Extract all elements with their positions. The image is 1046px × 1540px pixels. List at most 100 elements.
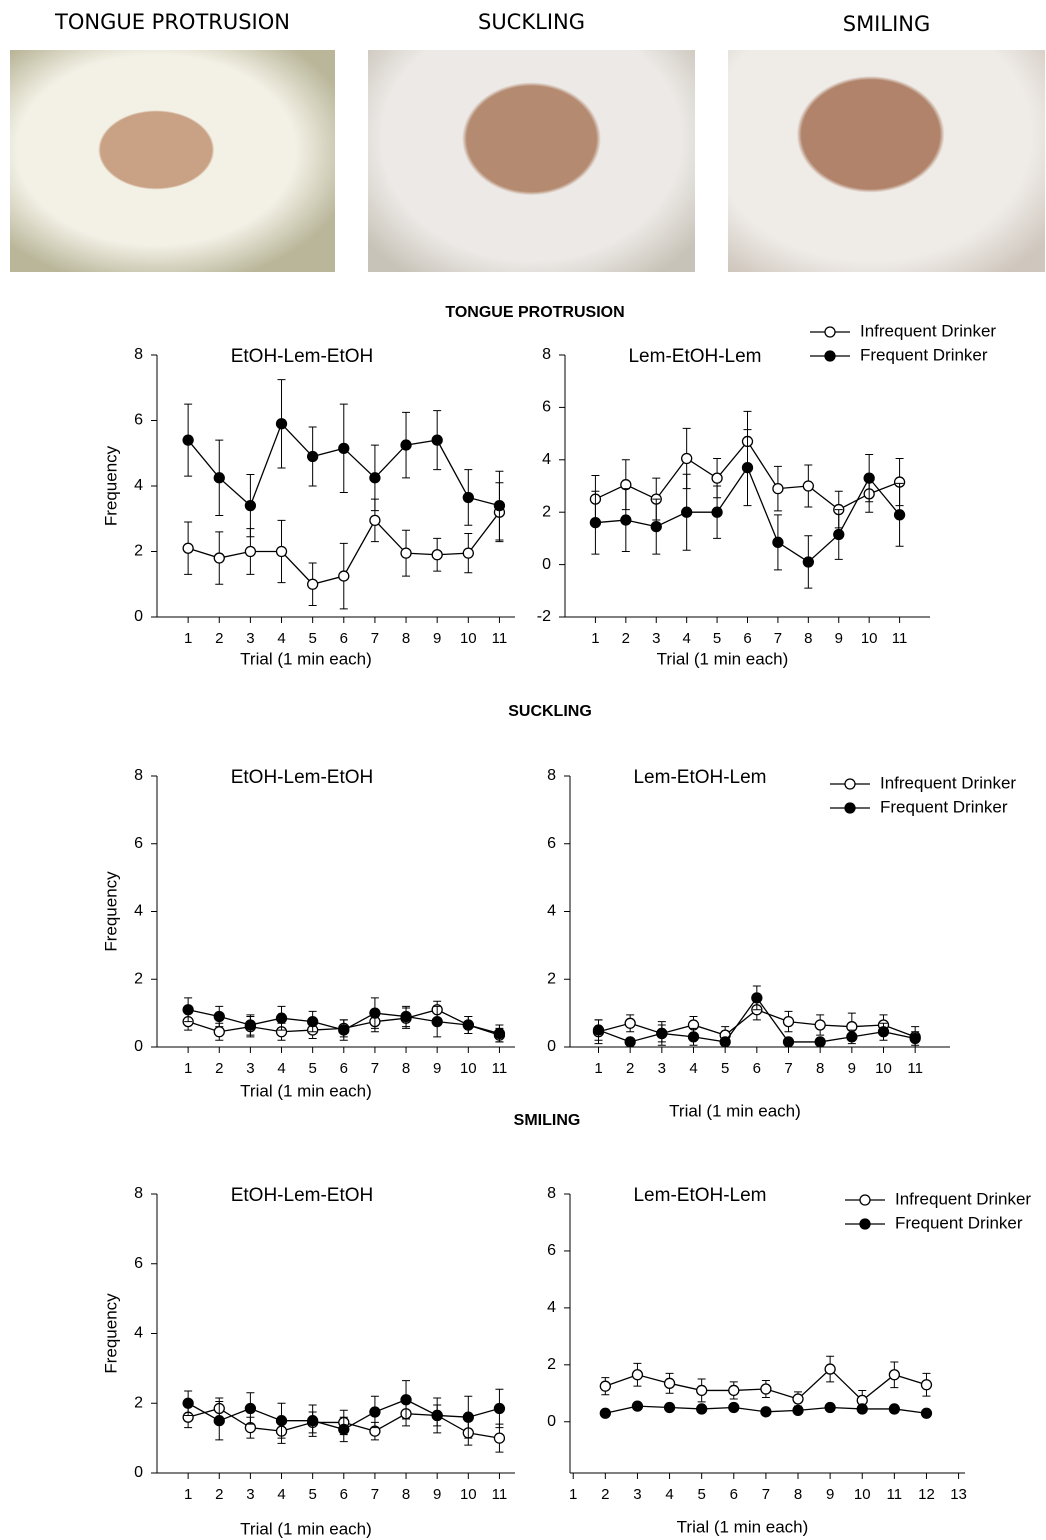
point — [369, 472, 381, 484]
point — [792, 1404, 804, 1417]
x-tick-label: 7 — [371, 1486, 379, 1503]
point — [307, 450, 319, 463]
y-tick-label: 6 — [542, 399, 551, 416]
point — [462, 1411, 474, 1423]
point — [620, 479, 632, 491]
error-bar — [464, 1420, 473, 1446]
error-bar — [246, 1392, 255, 1425]
point — [893, 509, 906, 521]
error-bar — [184, 1390, 193, 1416]
point — [400, 547, 412, 559]
x-tick-label: 1 — [591, 630, 599, 647]
error-bar — [922, 1411, 931, 1416]
error-bar — [277, 1022, 286, 1041]
legend-label: Frequent Drinker — [895, 1213, 1023, 1232]
error-bar — [464, 1016, 473, 1034]
x-tick-label: 1 — [569, 1486, 577, 1503]
error-bar — [370, 997, 379, 1029]
point — [462, 1019, 474, 1031]
point — [589, 517, 602, 529]
error-bar — [402, 1007, 411, 1029]
point — [400, 439, 412, 451]
error-bar — [370, 1010, 379, 1033]
legend-label: Frequent Drinker — [880, 797, 1008, 816]
error-bar — [773, 465, 782, 512]
x-tick-label: 8 — [816, 1060, 824, 1077]
point — [338, 1416, 350, 1429]
x-tick-label: 8 — [804, 630, 812, 647]
point — [493, 499, 506, 512]
error-bar — [879, 1022, 888, 1041]
error-bar — [682, 473, 691, 551]
error-bar — [633, 1362, 642, 1387]
error-bar — [697, 1378, 706, 1403]
point — [624, 1017, 636, 1029]
point — [493, 1027, 506, 1040]
y-tick-label: 2 — [134, 1394, 143, 1411]
error-bar — [804, 464, 813, 508]
error-bar — [495, 470, 504, 541]
point — [656, 1027, 668, 1040]
x-axis-label: Trial (1 min each) — [657, 649, 789, 668]
x-tick-label: 1 — [594, 1060, 602, 1077]
x-tick-label: 5 — [713, 630, 721, 647]
x-tick-label: 5 — [308, 1486, 316, 1503]
point — [307, 578, 319, 590]
point — [620, 514, 632, 526]
error-bar — [495, 1423, 504, 1453]
point — [182, 1397, 194, 1409]
point — [711, 472, 723, 484]
error-bar — [246, 474, 255, 538]
point — [824, 1363, 836, 1375]
x-tick-label: 13 — [950, 1486, 967, 1503]
error-bar — [433, 1404, 442, 1427]
error-bar — [215, 531, 224, 585]
point — [599, 1407, 611, 1419]
point — [182, 1015, 194, 1028]
x-tick-label: 6 — [340, 1486, 348, 1503]
error-bar — [834, 490, 843, 529]
point — [814, 1019, 826, 1031]
x-tick-label: 9 — [848, 1060, 856, 1077]
x-tick-label: 10 — [460, 1486, 477, 1503]
legend-marker — [824, 350, 836, 362]
point — [589, 493, 602, 505]
y-tick-label: 4 — [547, 903, 556, 920]
point — [400, 1394, 412, 1406]
y-tick-label: 4 — [134, 1325, 143, 1342]
error-bar — [621, 459, 630, 511]
error-bar — [433, 1000, 442, 1019]
error-bar — [339, 1416, 348, 1443]
x-tick-label: 5 — [721, 1060, 729, 1077]
point — [650, 493, 662, 505]
point — [275, 418, 288, 430]
y-tick-label: 0 — [542, 556, 551, 573]
x-tick-label: 10 — [854, 1486, 871, 1503]
point — [631, 1369, 644, 1381]
y-tick-label: 4 — [134, 903, 143, 920]
x-tick-label: 6 — [340, 1060, 348, 1077]
point — [687, 1019, 700, 1031]
error-bar — [277, 1402, 286, 1439]
legend-marker — [844, 778, 856, 790]
photo — [368, 50, 695, 272]
x-axis-label: Trial (1 min each) — [669, 1101, 801, 1120]
x-tick-label: 2 — [626, 1060, 634, 1077]
point — [275, 1425, 288, 1437]
error-bar — [495, 1027, 504, 1043]
point — [493, 506, 506, 518]
error-bar — [246, 1014, 255, 1036]
series-line — [598, 1009, 916, 1038]
point — [592, 1026, 605, 1038]
error-bar — [495, 482, 504, 543]
y-tick-label: 4 — [134, 477, 143, 494]
x-tick-label: 2 — [215, 630, 223, 647]
error-bar — [826, 1355, 835, 1383]
error-bar — [402, 529, 411, 577]
x-tick-label: 11 — [907, 1060, 923, 1077]
error-bar — [277, 379, 286, 469]
point — [728, 1384, 740, 1397]
point — [663, 1401, 676, 1414]
point — [400, 1010, 412, 1023]
